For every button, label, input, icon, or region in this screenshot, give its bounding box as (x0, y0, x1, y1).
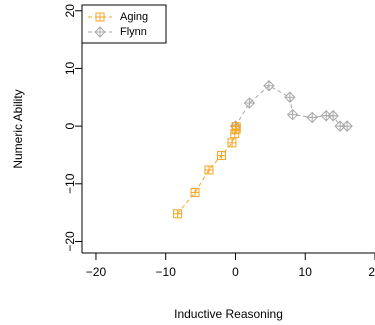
data-point (263, 80, 275, 92)
data-point (306, 111, 318, 124)
x-axis-title: Inductive Reasoning (174, 307, 283, 321)
legend-marker (95, 12, 105, 22)
data-point (190, 187, 200, 197)
data-point (341, 120, 353, 132)
y-tick-label: 0 (63, 122, 77, 129)
y-tick-label: 20 (63, 4, 77, 18)
legend-label: Aging (120, 11, 148, 23)
data-point (204, 165, 214, 175)
x-tick-label: 0 (232, 265, 239, 279)
data-point (231, 122, 241, 132)
plot-area (81, 5, 375, 254)
y-tick-label: −20 (63, 231, 77, 252)
x-tick-label: −10 (156, 265, 177, 279)
data-point (227, 138, 237, 148)
y-axis-title: Numeric Ability (11, 89, 25, 168)
x-tick-label: 20 (368, 265, 375, 279)
y-tick-label: 10 (63, 61, 77, 75)
x-tick-label: −20 (86, 265, 107, 279)
series-flynn (229, 80, 353, 132)
data-point (217, 151, 227, 161)
legend-item-flynn: Flynn (88, 26, 147, 38)
legend-marker (94, 26, 106, 38)
legend-label: Flynn (120, 26, 147, 38)
data-point (286, 108, 299, 121)
series-aging (173, 122, 241, 219)
series-line-flynn (235, 85, 348, 127)
data-point (243, 97, 256, 109)
y-tick-label: −10 (63, 173, 77, 194)
legend-box (81, 4, 167, 44)
series-layer (173, 80, 353, 219)
data-point (173, 209, 183, 219)
legend: Aging Flynn (81, 4, 167, 44)
x-tick-label: 10 (299, 265, 313, 279)
legend-item-aging: Aging (88, 11, 148, 23)
data-point (327, 110, 339, 122)
data-point (284, 91, 296, 103)
axis-ticks: −20 −10 0 10 20 −20 −10 0 10 20 (63, 4, 375, 279)
